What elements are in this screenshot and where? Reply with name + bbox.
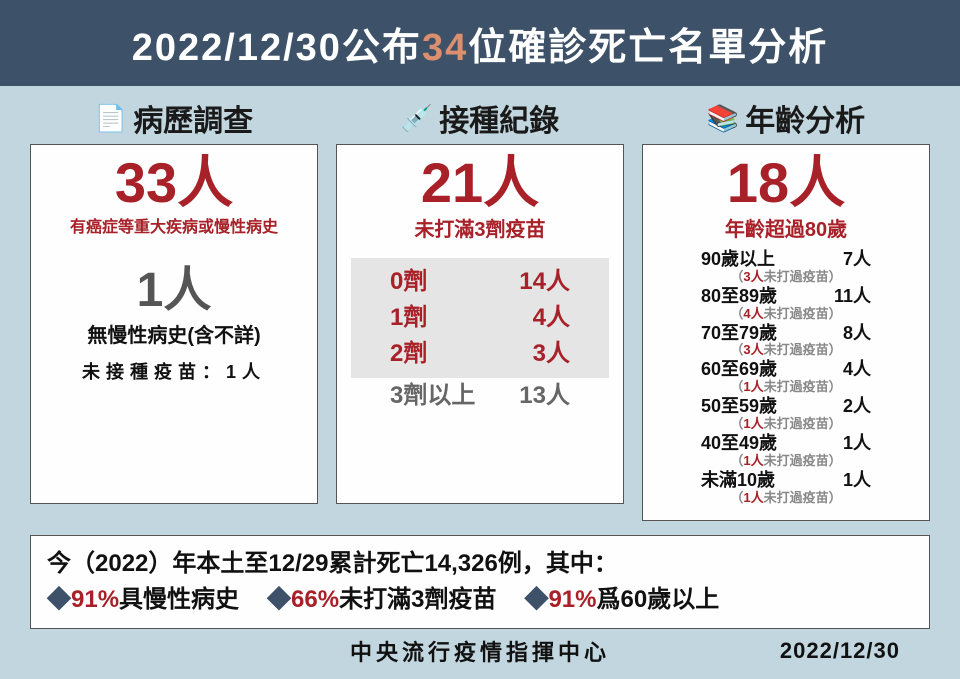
dose-row: 0劑 14人 <box>351 264 609 300</box>
col3-box: 18人 年齡超過80歲 90歲以上7人（3人未打過疫苗）80至89歲11人（4人… <box>642 144 930 521</box>
col-medical-history: 📄 病歷調查 33人 有癌症等重大疾病或慢性病史 1人 無慢性病史(含不詳) 未… <box>30 96 318 521</box>
columns-row: 📄 病歷調查 33人 有癌症等重大疾病或慢性病史 1人 無慢性病史(含不詳) 未… <box>0 86 960 521</box>
col-vaccination: 💉 接種紀錄 21人 未打滿3劑疫苗 0劑 14人 1劑 4人 2劑 3人 3劑以上 13人 <box>336 96 624 521</box>
col2-big-sub: 未打滿3劑疫苗 <box>345 213 615 242</box>
header-bar: 2022/12/30公布34位確診死亡名單分析 <box>0 0 960 86</box>
age-note: （3人未打過疫苗） <box>651 343 921 356</box>
age-value: 2人 <box>821 397 871 417</box>
age-row: 50至59歲 2人 <box>651 397 921 417</box>
dose-value: 13人 <box>510 378 570 414</box>
books-icon: 📚 <box>707 103 739 134</box>
summary-box: 今（2022）年本土至12/29累計死亡14,326例，其中： ◆91%具慢性病… <box>30 535 930 629</box>
age-note: （1人未打過疫苗） <box>651 491 921 504</box>
dose-highlight-box: 0劑 14人 1劑 4人 2劑 3人 <box>351 258 609 378</box>
age-label: 90歲以上 <box>701 250 811 270</box>
col1-title: 📄 病歷調查 <box>30 96 318 140</box>
col1-box: 33人 有癌症等重大疾病或慢性病史 1人 無慢性病史(含不詳) 未接種疫苗：1人 <box>30 144 318 504</box>
syringe-icon: 💉 <box>401 103 433 134</box>
age-label: 40至49歲 <box>701 434 811 454</box>
title-post: 位確診死亡名單分析 <box>468 27 828 69</box>
age-value: 1人 <box>821 471 871 491</box>
summary-items-row: ◆91%具慢性病史 ◆66%未打滿3劑疫苗 ◆91%爲60歲以上 <box>47 582 913 618</box>
col1-big-sub: 有癌症等重大疾病或慢性病史 <box>39 213 309 237</box>
col1-mid-sub1: 無慢性病史(含不詳) <box>39 319 309 348</box>
age-label: 70至79歲 <box>701 324 811 344</box>
age-label: 80至89歲 <box>701 287 811 307</box>
summary-item: ◆91%具慢性病史 <box>47 582 239 618</box>
age-row: 90歲以上 7人 <box>651 250 921 270</box>
dose-list: 0劑 14人 1劑 4人 2劑 3人 3劑以上 13人 <box>345 258 615 414</box>
col3-big-sub: 年齡超過80歲 <box>651 213 921 242</box>
page-title: 2022/12/30公布34位確診死亡名單分析 <box>132 16 828 71</box>
dose-label: 1劑 <box>390 300 480 336</box>
col-age: 📚 年齡分析 18人 年齡超過80歲 90歲以上7人（3人未打過疫苗）80至89… <box>642 96 930 521</box>
age-value: 4人 <box>821 360 871 380</box>
col2-box: 21人 未打滿3劑疫苗 0劑 14人 1劑 4人 2劑 3人 3劑以上 13人 <box>336 144 624 504</box>
title-count: 34 <box>422 27 468 69</box>
age-note: （1人未打過疫苗） <box>651 380 921 393</box>
dose-row: 1劑 4人 <box>351 300 609 336</box>
summary-line1: 今（2022）年本土至12/29累計死亡14,326例，其中： <box>47 546 913 582</box>
dose-label: 3劑以上 <box>390 378 480 414</box>
age-value: 1人 <box>821 434 871 454</box>
dose-value: 3人 <box>510 336 570 372</box>
age-row: 80至89歲 11人 <box>651 287 921 307</box>
age-label: 60至69歲 <box>701 360 811 380</box>
footer-date: 2022/12/30 <box>780 638 900 664</box>
age-value: 11人 <box>821 287 871 307</box>
age-note: （1人未打過疫苗） <box>651 417 921 430</box>
title-pre: 2022/12/30公布 <box>132 27 422 69</box>
summary-item: ◆66%未打滿3劑疫苗 <box>267 582 496 618</box>
dose-value: 4人 <box>510 300 570 336</box>
col3-title-text: 年齡分析 <box>745 96 865 140</box>
document-icon: 📄 <box>95 103 127 134</box>
col1-title-text: 病歷調查 <box>133 96 253 140</box>
col2-title-text: 接種紀錄 <box>439 96 559 140</box>
col2-big-number: 21人 <box>345 155 615 211</box>
age-row: 70至79歲 8人 <box>651 324 921 344</box>
footer-org: 中央流行疫情指揮中心 <box>350 635 610 667</box>
dose-label: 0劑 <box>390 264 480 300</box>
age-row: 未滿10歲 1人 <box>651 471 921 491</box>
col1-mid-sub2: 未接種疫苗：1人 <box>39 358 309 384</box>
age-value: 8人 <box>821 324 871 344</box>
dose-row: 3劑以上 13人 <box>345 378 615 414</box>
col2-title: 💉 接種紀錄 <box>336 96 624 140</box>
age-note: （4人未打過疫苗） <box>651 307 921 320</box>
col1-mid-number: 1人 <box>39 267 309 315</box>
age-label: 50至59歲 <box>701 397 811 417</box>
age-note: （1人未打過疫苗） <box>651 454 921 467</box>
page: 2022/12/30公布34位確診死亡名單分析 📄 病歷調查 33人 有癌症等重… <box>0 0 960 679</box>
dose-value: 14人 <box>510 264 570 300</box>
age-list: 90歲以上7人（3人未打過疫苗）80至89歲11人（4人未打過疫苗）70至79歲… <box>651 250 921 504</box>
col3-big-number: 18人 <box>651 155 921 211</box>
col1-big-number: 33人 <box>39 155 309 211</box>
age-value: 7人 <box>821 250 871 270</box>
dose-row: 2劑 3人 <box>351 336 609 372</box>
age-label: 未滿10歲 <box>701 471 811 491</box>
dose-label: 2劑 <box>390 336 480 372</box>
summary-item: ◆91%爲60歲以上 <box>524 582 719 618</box>
col3-title: 📚 年齡分析 <box>642 96 930 140</box>
age-note: （3人未打過疫苗） <box>651 270 921 283</box>
age-row: 40至49歲 1人 <box>651 434 921 454</box>
age-row: 60至69歲 4人 <box>651 360 921 380</box>
footer: 中央流行疫情指揮中心 2022/12/30 <box>0 635 960 667</box>
